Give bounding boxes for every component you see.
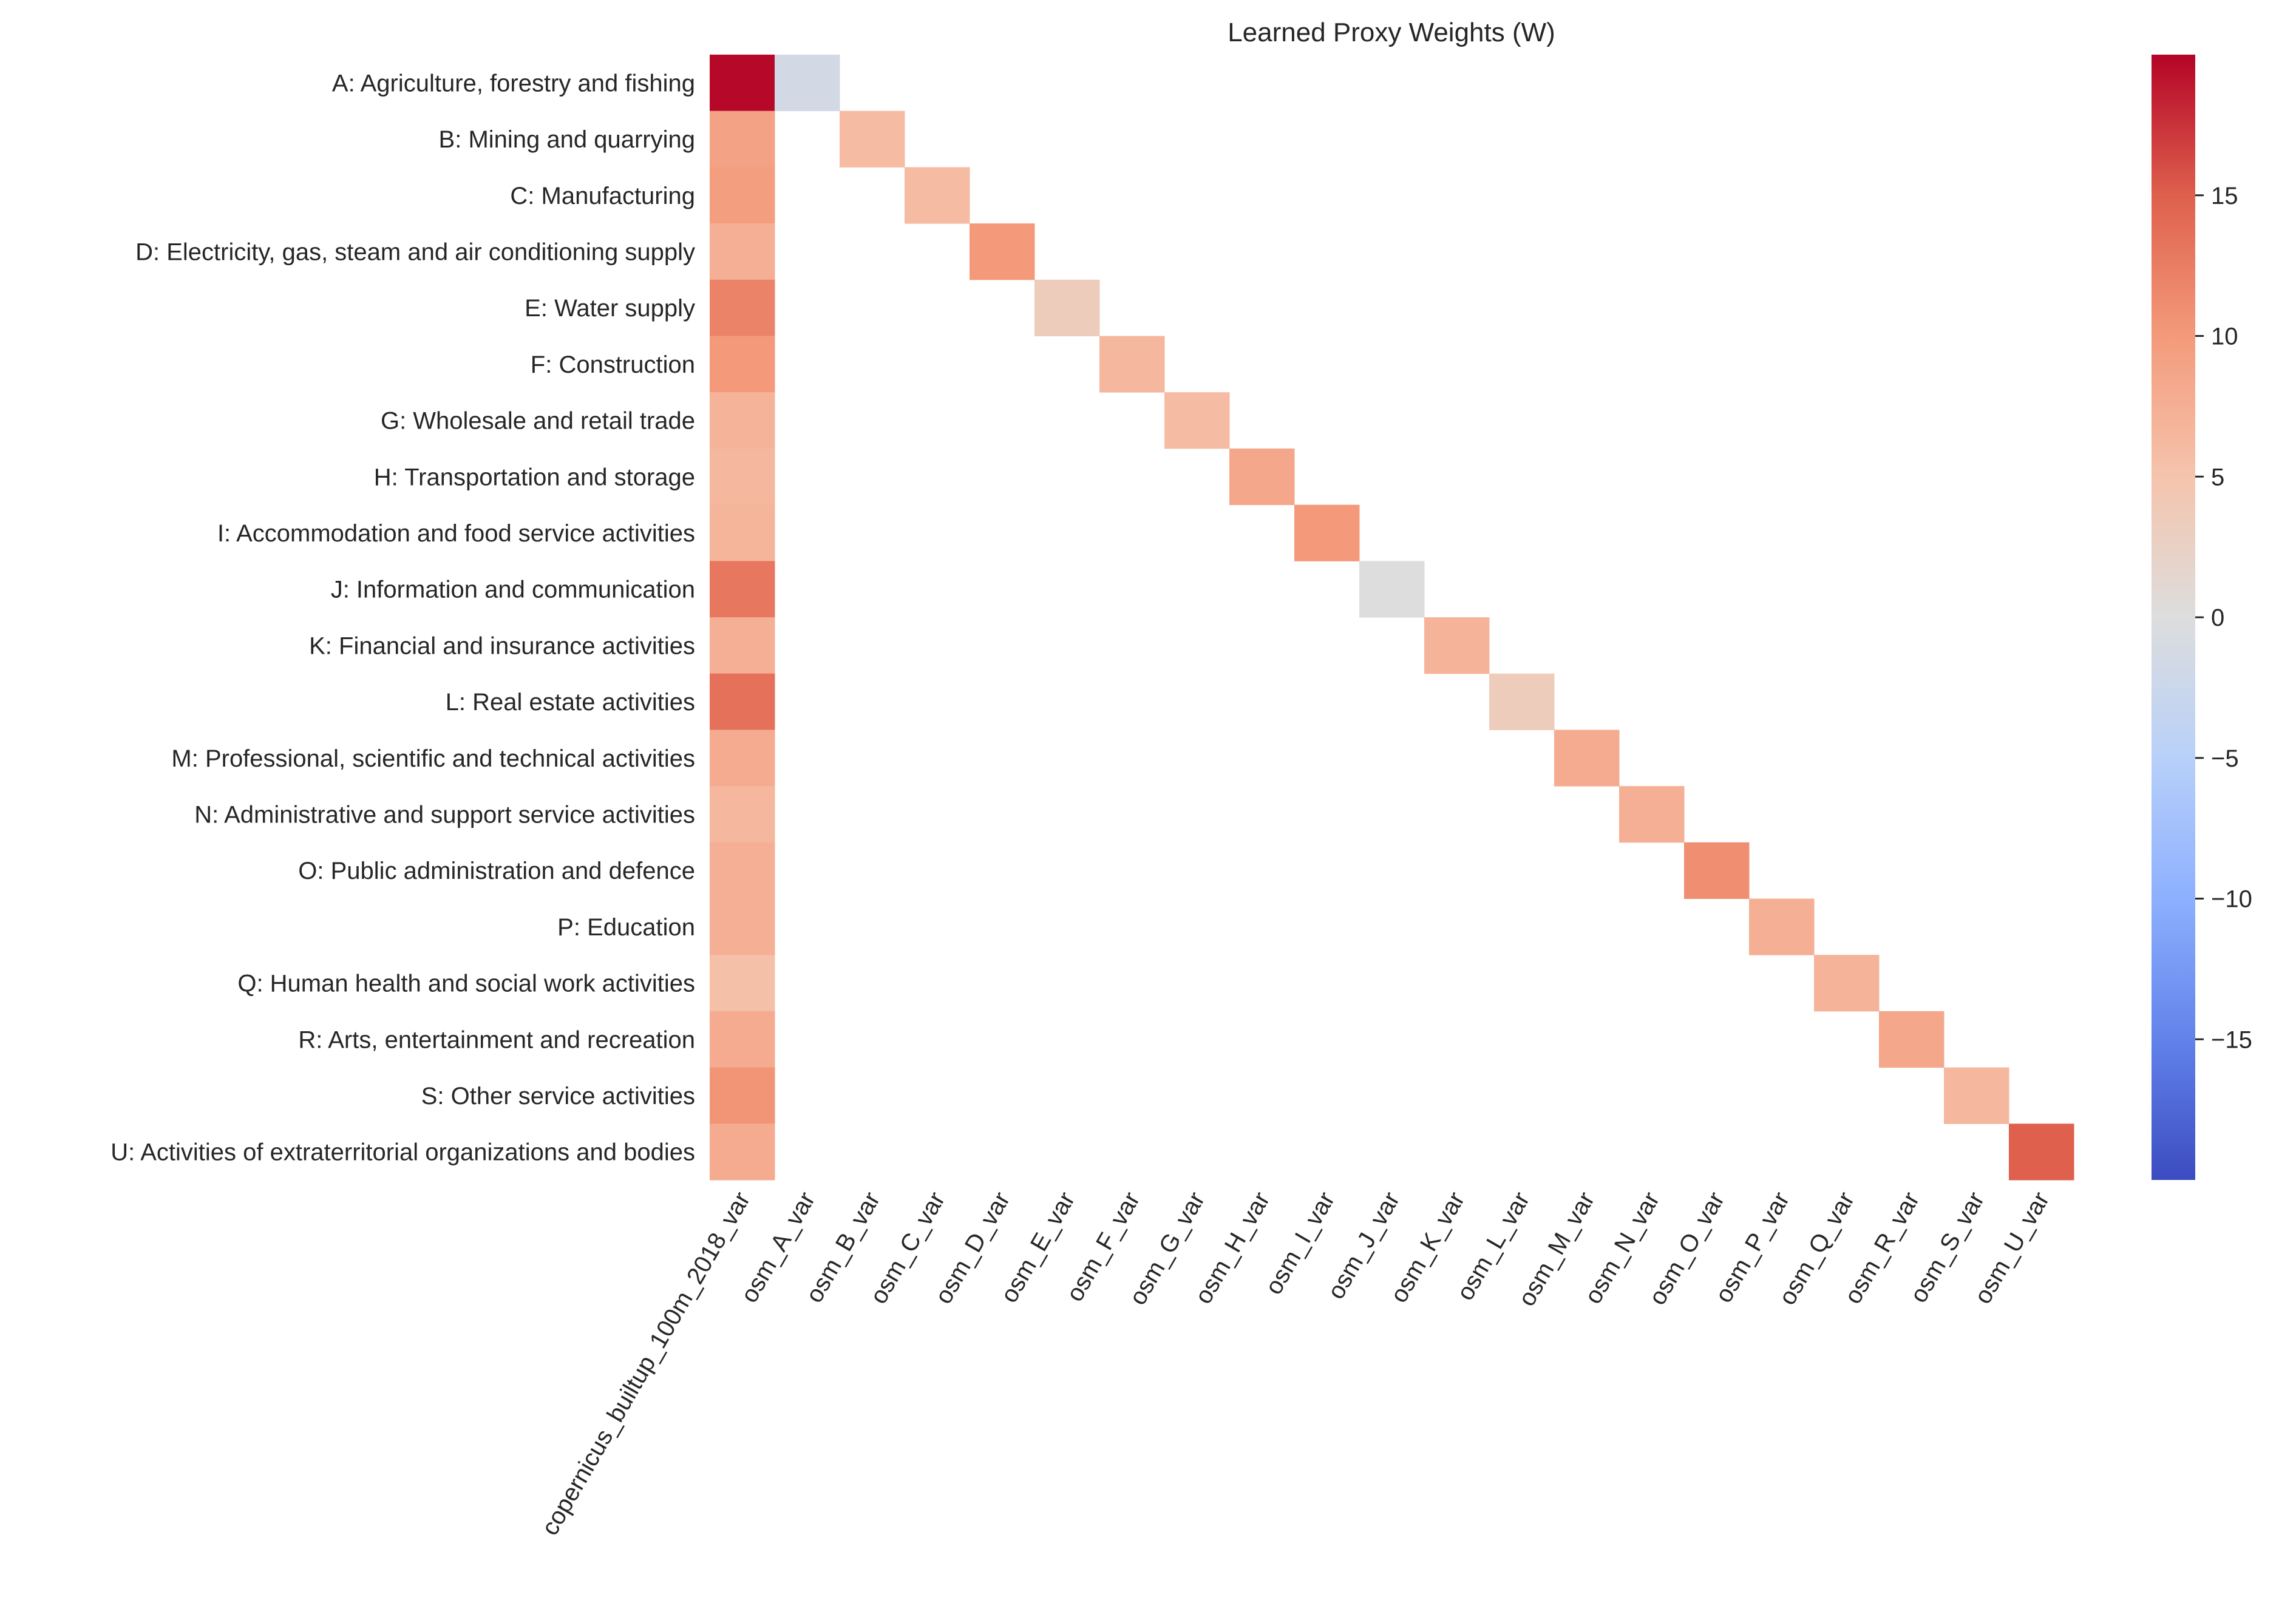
heatmap-cell-copernicus-6 — [710, 392, 775, 449]
row-label: L: Real estate activities — [446, 689, 695, 716]
heatmap-cell-copernicus-15 — [710, 898, 775, 955]
heatmap-cell-osm-10 — [1424, 617, 1490, 674]
row-label: H: Transportation and storage — [374, 464, 695, 490]
column-labels: copernicus_builtup_100m_2018_varosm_A_va… — [537, 1188, 2055, 1540]
heatmap-cell-osm-3 — [970, 223, 1035, 280]
heatmap-cell-copernicus-3 — [710, 223, 775, 280]
heatmap-cell-osm-2 — [905, 167, 970, 224]
row-label: B: Mining and quarrying — [439, 126, 695, 153]
heatmap-cell-copernicus-12 — [710, 730, 775, 787]
colorbar-tick-label: −15 — [2211, 1026, 2252, 1053]
heatmap-cell-osm-19 — [2009, 1123, 2074, 1181]
heatmap-cell-osm-9 — [1359, 561, 1425, 618]
row-label: S: Other service activities — [421, 1083, 695, 1110]
row-label: Q: Human health and social work activiti… — [237, 971, 695, 997]
heatmap-cell-copernicus-19 — [710, 1123, 775, 1181]
heatmap-cell-copernicus-16 — [710, 955, 775, 1012]
heatmap-cell-osm-12 — [1554, 730, 1620, 787]
heatmap-cell-copernicus-8 — [710, 504, 775, 561]
heatmap-cell-osm-13 — [1619, 786, 1685, 843]
heatmap-cell-osm-6 — [1164, 392, 1230, 449]
chart-title: Learned Proxy Weights (W) — [1228, 18, 1555, 47]
row-label: J: Information and communication — [331, 577, 695, 603]
row-label: M: Professional, scientific and technica… — [171, 745, 695, 772]
row-label: G: Wholesale and retail trade — [381, 408, 695, 435]
heatmap-cell-osm-18 — [1944, 1067, 2009, 1124]
heatmap-cell-osm-8 — [1294, 504, 1360, 561]
heatmap-cell-osm-0 — [775, 55, 840, 112]
row-label: K: Financial and insurance activities — [309, 632, 695, 659]
colorbar — [2152, 55, 2195, 1180]
colorbar-tick-label: −10 — [2211, 886, 2252, 913]
heatmap-cell-osm-16 — [1814, 955, 1880, 1012]
heatmap-cell-osm-4 — [1034, 279, 1100, 336]
heatmap-cell-copernicus-14 — [710, 842, 775, 899]
row-label: R: Arts, entertainment and recreation — [298, 1026, 695, 1053]
heatmap-cell-copernicus-13 — [710, 786, 775, 843]
row-label: O: Public administration and defence — [298, 858, 695, 884]
colorbar-ticks: −15 −10 −5 0 5 10 15 — [2195, 183, 2252, 1053]
row-label: N: Administrative and support service ac… — [194, 801, 695, 828]
heatmap-cells — [710, 55, 2074, 1181]
row-label: U: Activities of extraterritorial organi… — [110, 1139, 695, 1166]
heatmap-cell-copernicus-10 — [710, 617, 775, 674]
row-label: I: Accommodation and food service activi… — [217, 520, 695, 547]
row-label: D: Electricity, gas, steam and air condi… — [135, 239, 695, 265]
heatmap-cell-osm-15 — [1749, 898, 1815, 955]
heatmap-cell-osm-17 — [1879, 1011, 1944, 1068]
row-label: F: Construction — [531, 351, 695, 378]
heatmap-cell-osm-5 — [1099, 336, 1165, 393]
colorbar-tick-label: 5 — [2211, 464, 2224, 490]
colorbar-tick-label: −5 — [2211, 745, 2239, 772]
row-label: A: Agriculture, forestry and fishing — [332, 70, 695, 97]
heatmap-cell-copernicus-17 — [710, 1011, 775, 1068]
heatmap-cell-copernicus-4 — [710, 279, 775, 336]
heatmap-cell-copernicus-11 — [710, 673, 775, 730]
heatmap-cell-osm-11 — [1489, 673, 1555, 730]
heatmap-cell-copernicus-18 — [710, 1067, 775, 1124]
row-labels: A: Agriculture, forestry and fishing B: M… — [110, 70, 695, 1165]
row-label: C: Manufacturing — [510, 183, 695, 209]
heatmap-cell-copernicus-9 — [710, 561, 775, 618]
heatmap-cell-osm-14 — [1684, 842, 1750, 899]
row-label: E: Water supply — [525, 295, 695, 322]
row-label: P: Education — [557, 914, 695, 941]
colorbar-tick-label: 10 — [2211, 324, 2238, 350]
colorbar-tick-label: 15 — [2211, 183, 2238, 209]
column-label: copernicus_builtup_100m_2018_var — [537, 1188, 756, 1540]
colorbar-tick-label: 0 — [2211, 605, 2224, 631]
heatmap-cell-copernicus-7 — [710, 448, 775, 506]
heatmap-cell-copernicus-0 — [710, 55, 775, 112]
heatmap-cell-osm-7 — [1229, 448, 1295, 506]
heatmap-cell-copernicus-2 — [710, 167, 775, 224]
heatmap-cell-copernicus-1 — [710, 110, 775, 168]
heatmap-cell-osm-1 — [840, 110, 905, 168]
heatmap-cell-copernicus-5 — [710, 336, 775, 393]
